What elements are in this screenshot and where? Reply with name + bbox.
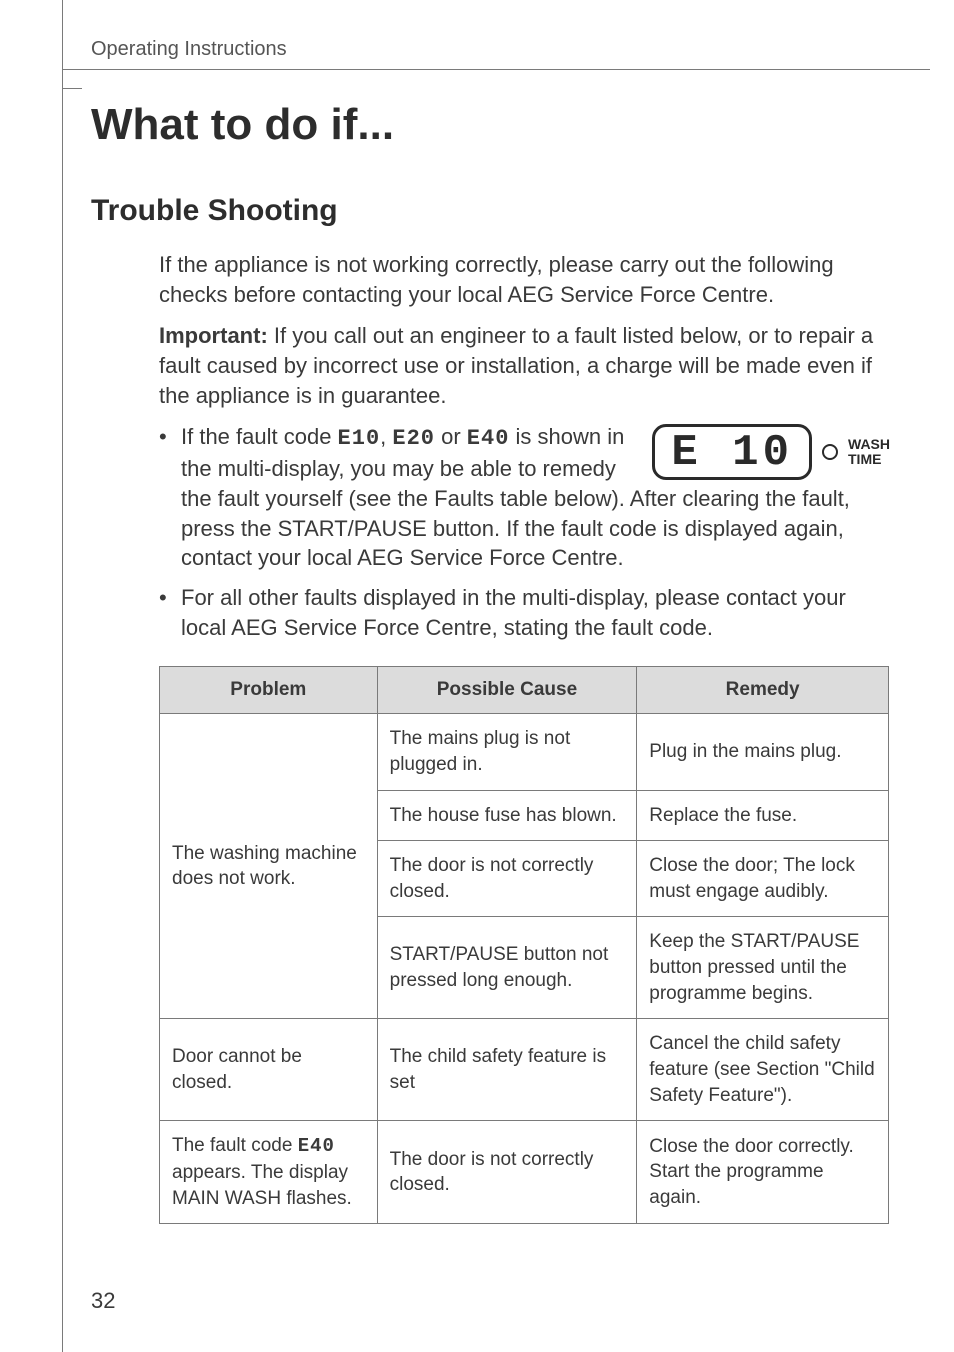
cell-remedy: Cancel the child safety feature (see Sec… — [637, 1019, 889, 1121]
cell-cause: The mains plug is not plugged in. — [377, 714, 637, 790]
section-title: Trouble Shooting — [91, 194, 930, 228]
cell-problem: Door cannot be closed. — [160, 1019, 378, 1121]
cell-remedy: Close the door correctly. Start the prog… — [637, 1121, 889, 1224]
th-cause: Possible Cause — [377, 667, 637, 714]
cell-cause: The house fuse has blown. — [377, 790, 637, 841]
lcd-panel: E 10 WASH TIME — [652, 424, 890, 480]
th-remedy: Remedy — [637, 667, 889, 714]
cell-problem-pre: The fault code — [172, 1135, 298, 1156]
cell-cause: The door is not correctly closed. — [377, 841, 637, 917]
cell-problem: The washing machine does not work. — [160, 714, 378, 1019]
code-e40: E40 — [467, 426, 510, 451]
table-header-row: Problem Possible Cause Remedy — [160, 667, 889, 714]
cell-remedy: Plug in the mains plug. — [637, 714, 889, 790]
bullet1-pre: If the fault code — [181, 424, 338, 449]
lcd-label: WASH TIME — [848, 437, 890, 468]
running-head: Operating Instructions — [91, 38, 930, 61]
lcd-label-line1: WASH — [848, 437, 890, 452]
cell-problem-code: E40 — [298, 1135, 335, 1157]
important-label: Important: — [159, 323, 268, 348]
th-problem: Problem — [160, 667, 378, 714]
cell-remedy: Replace the fuse. — [637, 790, 889, 841]
bullet-1-text: E 10 WASH TIME If the fault code E10, E2… — [181, 422, 890, 572]
bullet1-sep1: , — [380, 424, 392, 449]
important-paragraph: Important: If you call out an engineer t… — [159, 321, 890, 410]
code-e10: E10 — [338, 426, 381, 451]
header-rule — [63, 69, 930, 70]
intro-paragraph: If the appliance is not working correctl… — [159, 250, 890, 309]
cell-problem: The fault code E40 appears. The display … — [160, 1121, 378, 1224]
cell-cause: The door is not correctly closed. — [377, 1121, 637, 1224]
led-indicator-icon — [822, 444, 838, 460]
bullet-2-text: For all other faults displayed in the mu… — [181, 583, 890, 642]
table-row: The washing machine does not work. The m… — [160, 714, 889, 790]
page-title: What to do if... — [91, 100, 930, 150]
lcd-label-line2: TIME — [848, 452, 890, 467]
cell-remedy: Keep the START/PAUSE button pressed unti… — [637, 917, 889, 1019]
table-row: Door cannot be closed. The child safety … — [160, 1019, 889, 1121]
cell-problem-post: appears. The display MAIN WASH flashes. — [172, 1162, 352, 1209]
lcd-display: E 10 — [652, 424, 812, 480]
page-number: 32 — [91, 1288, 115, 1314]
bullet-icon: • — [159, 583, 181, 642]
bullet-item-2: • For all other faults displayed in the … — [159, 583, 890, 642]
bullet-item-1: • E 10 WASH TIME If the fault code E10, … — [159, 422, 890, 572]
cell-cause: START/PAUSE button not pressed long enou… — [377, 917, 637, 1019]
faults-table: Problem Possible Cause Remedy The washin… — [159, 666, 889, 1224]
code-e20: E20 — [392, 426, 435, 451]
table-row: The fault code E40 appears. The display … — [160, 1121, 889, 1224]
bullet1-sep2: or — [435, 424, 467, 449]
bullet-icon: • — [159, 422, 181, 572]
cell-remedy: Close the door; The lock must engage aud… — [637, 841, 889, 917]
cell-cause: The child safety feature is set — [377, 1019, 637, 1121]
